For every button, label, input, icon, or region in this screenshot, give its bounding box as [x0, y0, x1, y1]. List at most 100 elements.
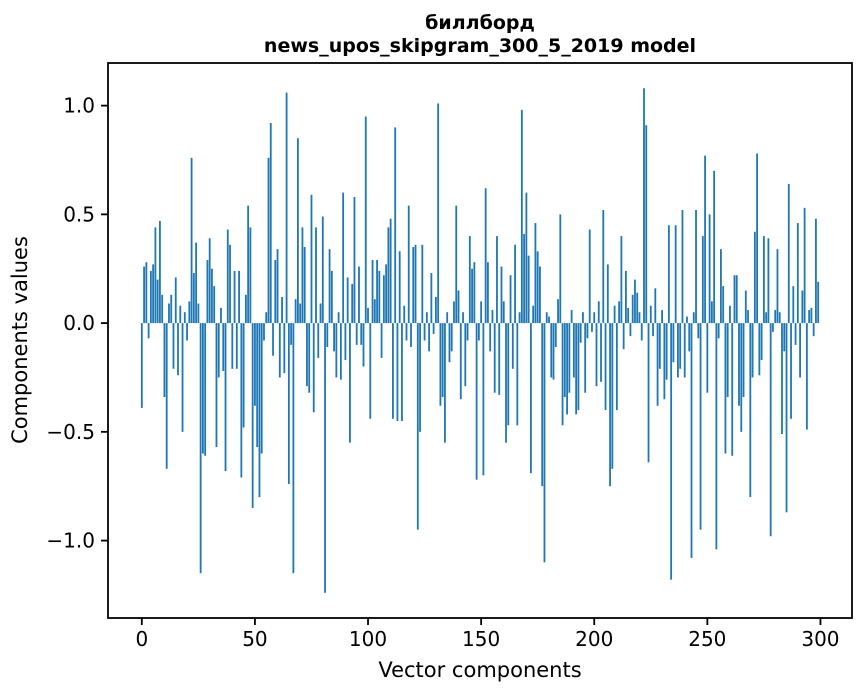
bar [308, 323, 311, 393]
bar [161, 294, 164, 324]
bar [254, 323, 256, 406]
y-tick-label: 0.5 [63, 202, 95, 226]
bar [263, 323, 265, 341]
bar [437, 103, 440, 324]
bar [349, 323, 351, 443]
bar [511, 323, 514, 369]
bar [462, 312, 464, 324]
bar [647, 323, 650, 463]
bar [215, 323, 218, 448]
bar [346, 277, 349, 324]
bar [627, 307, 630, 324]
bar [575, 323, 578, 415]
bar [622, 323, 625, 350]
bar [527, 255, 530, 324]
bar [722, 286, 725, 324]
bar [149, 270, 152, 324]
bar [285, 92, 288, 324]
bar [358, 266, 360, 324]
bar [679, 323, 682, 369]
bar [652, 323, 654, 337]
bar [620, 236, 623, 324]
bar [339, 323, 342, 380]
bar [140, 323, 143, 408]
x-tick-label: 0 [135, 627, 148, 651]
bar [514, 244, 516, 324]
bar [247, 205, 250, 324]
bar [704, 155, 706, 324]
bar [762, 236, 765, 324]
bar [407, 205, 410, 324]
bar [595, 323, 598, 387]
bar [319, 303, 322, 324]
bar [170, 294, 173, 324]
bar [197, 303, 200, 324]
bar [758, 323, 761, 376]
bar [618, 301, 621, 324]
bar [466, 323, 469, 341]
bar [584, 323, 587, 393]
chart-title-model: news_upos_skipgram_300_5_2019 model [264, 35, 696, 57]
bar [213, 286, 216, 324]
bar [457, 290, 460, 324]
bar [414, 244, 417, 324]
bar [801, 290, 804, 324]
bar [278, 323, 281, 378]
bar [459, 323, 462, 400]
bar [661, 310, 663, 324]
bar [625, 270, 627, 324]
bar [753, 231, 756, 324]
bar [181, 323, 184, 432]
bar [674, 225, 677, 324]
bar [631, 294, 634, 324]
bar [505, 323, 507, 443]
bar [810, 307, 813, 324]
bar [317, 323, 320, 358]
bar [516, 323, 519, 426]
bar [708, 214, 711, 324]
bar [199, 323, 202, 574]
bar [425, 312, 428, 324]
bar [204, 323, 207, 456]
bar [206, 260, 209, 324]
bar [654, 288, 657, 324]
bar [803, 207, 806, 324]
bar [710, 301, 713, 324]
bar [145, 262, 148, 324]
bar [518, 312, 521, 324]
y-tick-label: 1.0 [63, 94, 95, 118]
bar [342, 192, 345, 324]
bar [688, 323, 691, 352]
bar [769, 323, 772, 537]
bar [382, 275, 385, 324]
bar [430, 273, 433, 324]
bar [303, 246, 306, 324]
bar [776, 249, 779, 324]
bar [226, 229, 229, 324]
bar [568, 323, 571, 393]
x-axis-ticks: 0 50 100 150 200 250 300 [135, 618, 840, 651]
bar [541, 323, 544, 487]
bar [794, 323, 797, 345]
bar [172, 323, 175, 369]
bar [292, 323, 295, 574]
bar [656, 323, 659, 406]
bar [337, 312, 340, 324]
bar [192, 273, 195, 324]
bar [548, 316, 550, 324]
bar [235, 323, 238, 369]
bar [520, 109, 523, 324]
bar [328, 249, 331, 324]
bar [455, 205, 458, 324]
bar [269, 123, 272, 324]
bar [251, 323, 254, 508]
bar [699, 323, 702, 530]
bar [724, 323, 727, 454]
bar [604, 323, 607, 411]
bar [468, 236, 471, 324]
bar [572, 323, 575, 378]
bar [405, 323, 408, 341]
bar [473, 262, 476, 324]
bar [593, 312, 596, 324]
